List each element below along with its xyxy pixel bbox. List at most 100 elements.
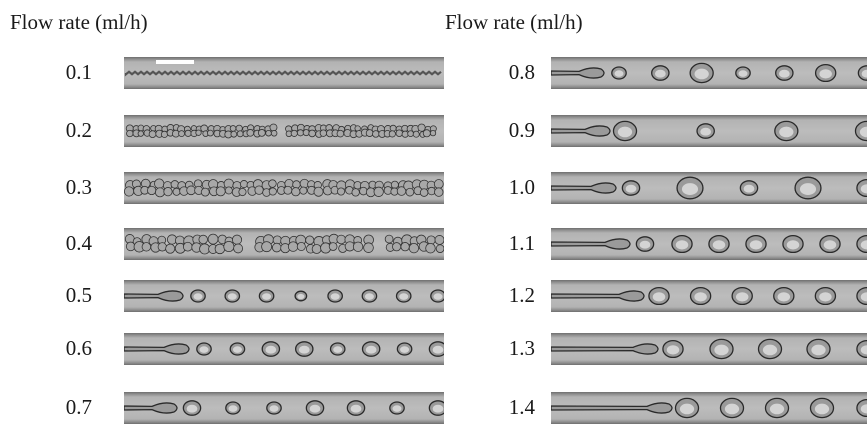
droplet [229, 125, 237, 132]
droplet [265, 129, 272, 137]
droplet [268, 179, 277, 188]
droplet [794, 176, 822, 200]
droplet [392, 242, 402, 252]
droplet [359, 186, 368, 196]
droplet [352, 241, 364, 252]
droplet [294, 341, 314, 357]
micrograph-strip [124, 228, 444, 260]
droplet [302, 129, 310, 137]
micrograph-strip [551, 333, 867, 365]
flow-row: 1.0 [445, 172, 867, 204]
flow-row: 0.8 [445, 57, 867, 89]
droplet [806, 338, 831, 360]
droplet [389, 124, 397, 132]
droplet [328, 242, 338, 251]
flow-rate-label: 0.7 [65, 395, 92, 419]
droplet [689, 62, 714, 84]
droplet [163, 187, 173, 197]
flow-row: 0.6 [0, 333, 450, 365]
droplet [400, 242, 410, 252]
droplet [148, 130, 157, 138]
droplet [292, 180, 301, 189]
flow-rate-label: 0.3 [65, 175, 92, 199]
flow-row: 0.5 [0, 280, 450, 312]
droplet [434, 235, 444, 245]
droplet [419, 188, 429, 197]
fluid-thread [551, 125, 611, 137]
droplet [266, 401, 282, 415]
droplet [126, 129, 134, 138]
droplet [735, 66, 751, 80]
droplet [422, 129, 431, 138]
droplet [178, 130, 185, 138]
fluid-thread [551, 343, 659, 355]
micrograph-strip [124, 333, 444, 365]
droplet [229, 342, 246, 356]
droplet [246, 129, 255, 137]
droplet [775, 65, 794, 81]
droplet [856, 339, 867, 359]
droplet [405, 187, 415, 197]
left-panel-header: Flow rate (ml/h) [10, 10, 148, 34]
droplet [230, 130, 238, 138]
droplet [709, 338, 734, 360]
droplet [373, 186, 384, 197]
micrograph-strip [124, 392, 444, 424]
droplet [417, 123, 426, 132]
flow-row: 0.2 [0, 115, 450, 147]
droplet [648, 286, 670, 306]
droplet [223, 240, 235, 253]
droplet [283, 185, 293, 195]
fluid-thread [551, 67, 605, 79]
droplet [124, 186, 135, 197]
droplet [856, 178, 867, 198]
micrograph-strip [124, 172, 444, 204]
droplet [186, 185, 196, 196]
flow-row: 1.2 [445, 280, 867, 312]
droplet [361, 341, 381, 357]
droplet [291, 187, 301, 197]
droplet [708, 234, 730, 254]
droplet [305, 400, 325, 416]
flow-row: 0.4 [0, 228, 450, 260]
droplet [269, 123, 278, 132]
droplet [676, 176, 704, 200]
flow-row: 1.4 [445, 392, 867, 424]
droplet [689, 286, 712, 306]
droplet [363, 242, 374, 253]
droplet [395, 289, 412, 303]
droplet [182, 241, 193, 252]
droplet [215, 186, 226, 197]
droplet [182, 400, 202, 416]
droplet [233, 243, 244, 254]
micrograph-strip [124, 115, 444, 147]
droplet [172, 187, 181, 196]
flow-row: 0.9 [445, 115, 867, 147]
droplet [308, 129, 316, 138]
droplet [390, 180, 399, 189]
droplet [425, 242, 436, 254]
droplet [731, 286, 753, 306]
droplet [674, 397, 700, 419]
fluid-thread [124, 402, 178, 414]
droplet [296, 129, 305, 137]
micrograph-strip [124, 57, 444, 89]
flow-rate-label: 1.3 [508, 336, 535, 360]
droplet [662, 339, 684, 359]
droplet [782, 234, 804, 254]
flow-row: 0.7 [0, 392, 450, 424]
droplet [433, 179, 444, 189]
droplet [745, 234, 767, 254]
droplet [856, 398, 867, 418]
droplet [224, 186, 233, 195]
droplet [408, 242, 420, 254]
droplet [819, 234, 841, 254]
droplet [198, 234, 208, 245]
droplet [696, 123, 715, 139]
droplet [184, 129, 192, 137]
droplet [396, 342, 413, 356]
droplet [430, 289, 444, 303]
left-panel: Flow rate (ml/h) 0.1 0.2 0.3 0.4 0.5 0.6 0.7 [0, 10, 450, 424]
droplet [635, 236, 655, 252]
fluid-thread [551, 238, 631, 250]
